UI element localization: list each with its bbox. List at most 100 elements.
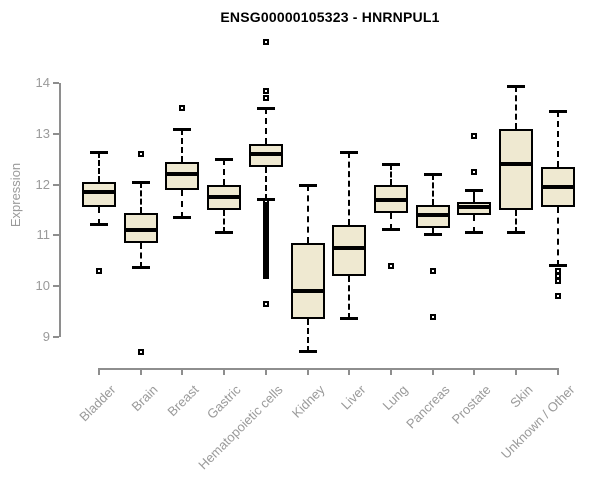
y-tick-label: 9 (42, 329, 50, 344)
x-axis-tick (431, 368, 434, 375)
median-line (499, 162, 534, 167)
x-axis-tick (390, 368, 393, 375)
whisker-lower (390, 212, 393, 231)
whisker-cap-lower (90, 223, 108, 227)
y-axis-line (59, 83, 61, 337)
whisker-lower (306, 319, 309, 353)
whisker-upper (348, 151, 351, 226)
outlier-point (554, 267, 561, 274)
whisker-cap-upper (215, 158, 234, 162)
whisker-upper (306, 184, 309, 243)
whisker-upper (556, 110, 559, 167)
whisker-lower (473, 215, 476, 233)
y-axis-tick (53, 234, 59, 237)
box-iqr (290, 243, 325, 320)
whisker-upper (515, 85, 518, 129)
whisker-cap-upper (131, 181, 150, 185)
outlier-point (554, 293, 561, 300)
whisker-upper (139, 182, 142, 213)
whisker-lower (431, 227, 434, 236)
box-iqr (332, 225, 367, 277)
y-tick-label: 12 (35, 176, 50, 192)
whisker-cap-upper (465, 188, 484, 192)
whisker-cap-upper (548, 109, 567, 113)
y-tick-label: 13 (35, 125, 50, 141)
whisker-cap-lower (507, 230, 526, 234)
whisker-cap-lower (215, 230, 234, 234)
outlier-point (388, 262, 395, 269)
median-line (123, 228, 158, 233)
whisker-cap-lower (382, 228, 401, 232)
outlier-point (471, 168, 478, 175)
median-line (290, 289, 325, 294)
whisker-cap-lower (298, 350, 317, 354)
outlier-point (137, 151, 144, 158)
whisker-cap-lower (131, 266, 150, 270)
whisker-lower (139, 243, 142, 269)
whisker-upper (473, 189, 476, 203)
outlier-point (429, 267, 436, 274)
outlier-point (137, 349, 144, 356)
y-axis-tick (53, 183, 59, 186)
x-axis-tick (181, 368, 184, 375)
whisker-upper (264, 108, 267, 144)
y-axis-tick (53, 82, 59, 84)
x-axis-tick (223, 368, 226, 375)
x-axis-tick (515, 368, 518, 375)
whisker-cap-upper (173, 127, 192, 131)
whisker-lower (515, 210, 518, 233)
whisker-lower (98, 207, 100, 226)
y-tick-label: 10 (35, 278, 50, 294)
outlier-point (554, 278, 561, 285)
median-line (540, 185, 575, 190)
y-tick-label: 11 (36, 227, 51, 243)
whisker-upper (181, 128, 184, 162)
whisker-cap-lower (340, 317, 359, 321)
whisker-upper (390, 164, 393, 185)
whisker-cap-lower (548, 263, 567, 267)
whisker-cap-lower (465, 230, 484, 234)
median-line (457, 205, 492, 210)
whisker-cap-upper (507, 84, 526, 88)
whisker-cap-upper (298, 183, 317, 187)
chart-title: ENSG00000105323 - HNRNPUL1 (220, 9, 440, 25)
median-line (415, 213, 450, 218)
outlier-point (471, 133, 478, 140)
whisker-lower (264, 166, 267, 200)
whisker-lower (181, 189, 184, 218)
median-line (82, 190, 116, 195)
y-axis-tick (53, 336, 59, 338)
x-axis-tick (98, 368, 100, 375)
y-axis-tick (53, 285, 59, 288)
outlier-point (96, 267, 102, 274)
whisker-cap-upper (90, 150, 108, 154)
outlier-point (262, 95, 269, 102)
outlier-point (262, 273, 269, 280)
whisker-cap-lower (423, 233, 442, 237)
x-axis-tick (556, 368, 559, 375)
y-axis-tick (53, 132, 59, 135)
x-axis-line (98, 368, 559, 370)
whisker-cap-lower (173, 215, 192, 219)
box-iqr (123, 212, 158, 243)
x-axis-tick (306, 368, 309, 375)
outlier-point (262, 300, 269, 307)
outlier-point (262, 87, 269, 94)
outlier-point (262, 39, 269, 46)
x-axis-tick (348, 368, 351, 375)
whisker-lower (556, 207, 559, 266)
outlier-point (179, 105, 186, 112)
whisker-upper (98, 151, 100, 183)
whisker-lower (223, 210, 226, 233)
outlier-point (554, 273, 561, 280)
median-line (374, 197, 409, 202)
median-line (207, 195, 242, 200)
median-line (332, 246, 367, 251)
median-line (165, 172, 200, 177)
x-axis-tick (139, 368, 142, 375)
outlier-point (429, 313, 436, 320)
whisker-upper (431, 174, 434, 205)
whisker-cap-upper (340, 150, 359, 154)
